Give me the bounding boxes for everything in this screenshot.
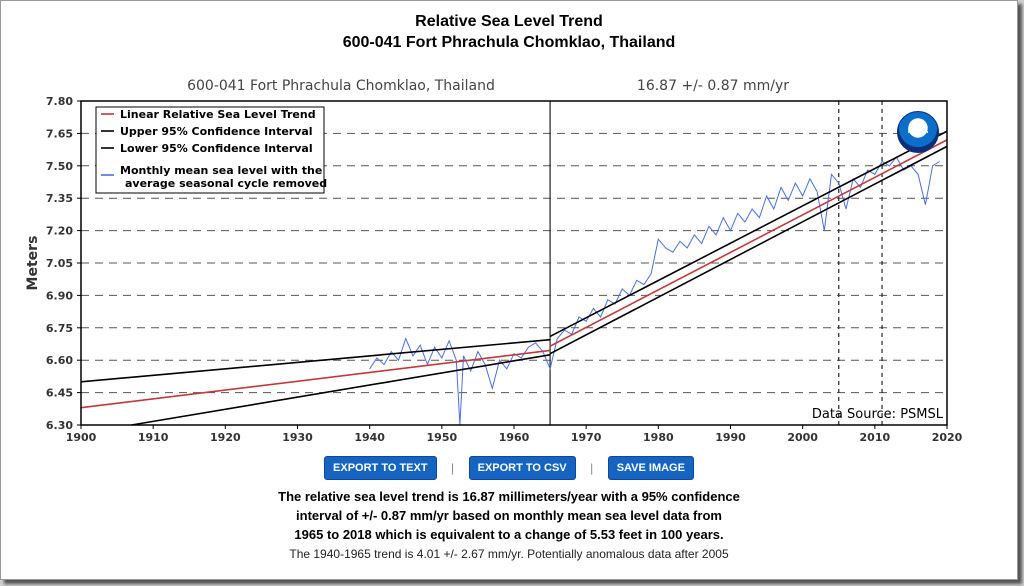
legend-entry: Lower 95% Confidence Interval (120, 142, 313, 155)
y-tick-label: 6.45 (46, 387, 73, 400)
y-tick-label: 6.75 (46, 322, 73, 335)
summary-line-1: The relative sea level trend is 16.87 mi… (278, 489, 740, 504)
x-tick-label: 1960 (499, 431, 530, 444)
export-toolbar: EXPORT TO TEXT | EXPORT TO CSV | SAVE IM… (1, 456, 1017, 480)
y-tick-label: 7.65 (46, 127, 73, 140)
save-image-button[interactable]: SAVE IMAGE (607, 456, 694, 480)
confidence-line (131, 354, 551, 426)
x-tick-label: 1950 (427, 431, 458, 444)
trend-line (80, 349, 551, 409)
y-tick-label: 7.35 (46, 192, 73, 205)
legend-entry: Linear Relative Sea Level Trend (120, 108, 316, 121)
confidence-line (80, 338, 551, 383)
legend-entry: Monthly mean sea level with the average s… (120, 164, 327, 190)
summary-line-3: 1965 to 2018 which is equivalent to a ch… (294, 527, 724, 542)
export-csv-button[interactable]: EXPORT TO CSV (468, 456, 576, 480)
station-label: 600-041 Fort Phrachula Chomklao, Thailan… (187, 78, 495, 94)
trend-line (549, 139, 948, 347)
export-text-button[interactable]: EXPORT TO TEXT (324, 456, 437, 480)
summary-note: The 1940-1965 trend is 4.01 +/- 2.67 mm/… (289, 547, 729, 561)
x-tick-label: 2000 (787, 431, 818, 444)
x-tick-label: 2010 (860, 431, 891, 444)
legend-box (95, 106, 325, 194)
confidence-line (549, 145, 948, 355)
summary-line-2: interval of +/- 0.87 mm/yr based on mont… (296, 508, 722, 523)
y-tick-label: 7.80 (46, 95, 73, 108)
x-tick-label: 1900 (66, 431, 97, 444)
x-tick-label: 1910 (138, 431, 169, 444)
y-tick-label: 6.90 (46, 289, 73, 302)
trend-label: 16.87 +/- 0.87 mm/yr (637, 78, 789, 94)
chart-subtitle: 600-041 Fort Phrachula Chomklao, Thailan… (342, 34, 676, 51)
toolbar-separator: | (451, 461, 455, 475)
data-source-label: Data Source: PSMSL (812, 407, 944, 422)
y-axis-label: Meters (25, 236, 41, 291)
y-tick-label: 7.50 (46, 160, 73, 173)
y-tick-label: 7.05 (46, 257, 73, 270)
legend-entry: Upper 95% Confidence Interval (120, 125, 313, 138)
x-tick-label: 1980 (643, 431, 674, 444)
y-tick-label: 6.60 (46, 354, 73, 367)
chart-title: Relative Sea Level Trend (415, 13, 603, 30)
confidence-line (549, 130, 948, 338)
noaa-logo: NOAA (897, 111, 939, 153)
x-tick-label: 2020 (932, 431, 963, 444)
y-tick-label: 7.20 (46, 225, 73, 238)
y-tick-label: 6.30 (46, 419, 73, 432)
x-tick-label: 1930 (282, 431, 313, 444)
x-tick-label: 1920 (210, 431, 241, 444)
sea-level-chart: 600-041 Fort Phrachula Chomklao, Thailan… (25, 78, 963, 444)
x-tick-label: 1970 (571, 431, 602, 444)
x-tick-label: 1940 (354, 431, 385, 444)
x-tick-label: 1990 (715, 431, 746, 444)
toolbar-separator: | (590, 461, 594, 475)
